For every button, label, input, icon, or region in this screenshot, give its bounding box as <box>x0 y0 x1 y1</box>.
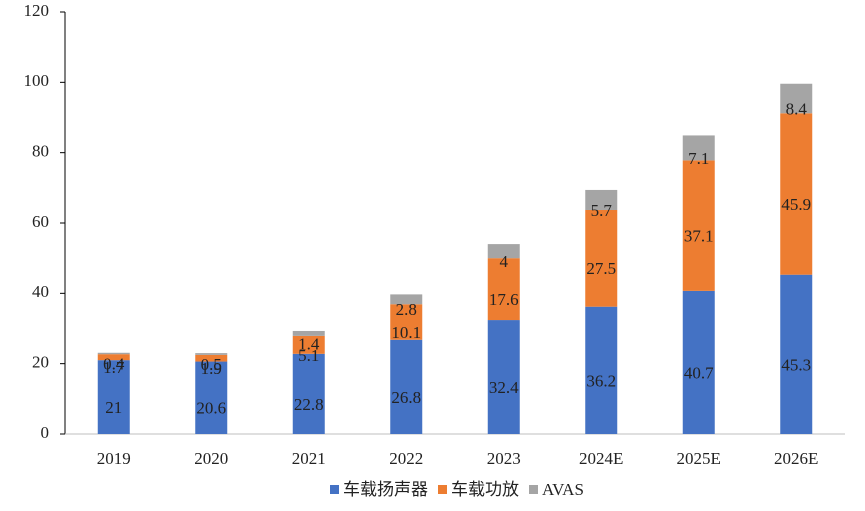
bar-segment <box>390 304 423 340</box>
data-label: 4 <box>500 252 509 271</box>
data-label: 45.3 <box>781 355 811 374</box>
bar-segment <box>585 306 618 434</box>
data-label: 1.9 <box>201 359 222 378</box>
data-label: 7.1 <box>688 149 709 168</box>
bar-segment <box>487 244 520 259</box>
bar-segment <box>195 361 228 434</box>
x-tick-label: 2019 <box>97 449 131 468</box>
bar-segment <box>97 354 130 361</box>
data-label: 26.8 <box>391 388 421 407</box>
y-tick-label: 80 <box>32 142 49 161</box>
legend-swatch <box>330 485 339 494</box>
legend-swatch <box>438 485 447 494</box>
data-label: 27.5 <box>586 259 616 278</box>
x-tick-label: 2020 <box>194 449 228 468</box>
x-tick-label: 2024E <box>579 449 623 468</box>
y-tick-label: 100 <box>24 71 50 90</box>
data-label: 2.8 <box>396 300 417 319</box>
data-label: 17.6 <box>489 290 519 309</box>
data-label: 20.6 <box>196 399 226 418</box>
data-label: 1.4 <box>298 334 320 353</box>
bar-segment <box>682 160 715 291</box>
x-tick-label: 2022 <box>389 449 423 468</box>
data-label: 22.8 <box>294 395 324 414</box>
y-tick-label: 120 <box>24 1 50 20</box>
legend-label: AVAS <box>542 480 584 499</box>
y-tick-label: 60 <box>32 212 49 231</box>
data-label: 21 <box>105 398 122 417</box>
bar-segment <box>292 335 325 354</box>
bar-segment <box>780 274 813 434</box>
x-tick-label: 2025E <box>677 449 721 468</box>
bar-segment <box>390 339 423 434</box>
y-tick-label: 20 <box>32 353 49 372</box>
data-label: 45.9 <box>781 195 811 214</box>
bar-segment <box>292 353 325 434</box>
data-label: 8.4 <box>786 99 808 118</box>
bar-segment <box>780 113 813 275</box>
bar-segment <box>780 83 813 114</box>
bar-segment <box>487 258 520 321</box>
data-label: 1.7 <box>103 358 125 377</box>
bar-segment <box>585 209 618 307</box>
data-label: 36.2 <box>586 371 616 390</box>
x-tick-label: 2021 <box>292 449 326 468</box>
bar-segment <box>195 354 228 362</box>
bar-segment <box>682 290 715 434</box>
legend-swatch <box>529 485 538 494</box>
bar-segment <box>487 320 520 434</box>
bar-segment <box>682 135 715 161</box>
bar-segment <box>195 353 228 355</box>
data-label: 10.1 <box>391 323 421 342</box>
x-tick-label: 2026E <box>774 449 818 468</box>
y-tick-label: 0 <box>41 423 50 442</box>
data-label: 0.4 <box>103 354 125 373</box>
data-label: 0.5 <box>201 355 222 374</box>
bar-segment <box>97 352 130 355</box>
bar-segment <box>292 330 325 336</box>
bar-segment <box>97 360 130 434</box>
y-tick-label: 40 <box>32 282 49 301</box>
data-label: 37.1 <box>684 227 714 246</box>
data-label: 32.4 <box>489 378 519 397</box>
bar-segment <box>390 294 423 305</box>
data-label: 40.7 <box>684 363 714 382</box>
data-label: 5.1 <box>298 346 319 365</box>
legend-label: 车载功放 <box>451 480 519 499</box>
legend-label: 车载扬声器 <box>343 480 428 499</box>
x-tick-label: 2023 <box>487 449 521 468</box>
bar-segment <box>585 189 618 210</box>
data-label: 5.7 <box>591 201 613 220</box>
